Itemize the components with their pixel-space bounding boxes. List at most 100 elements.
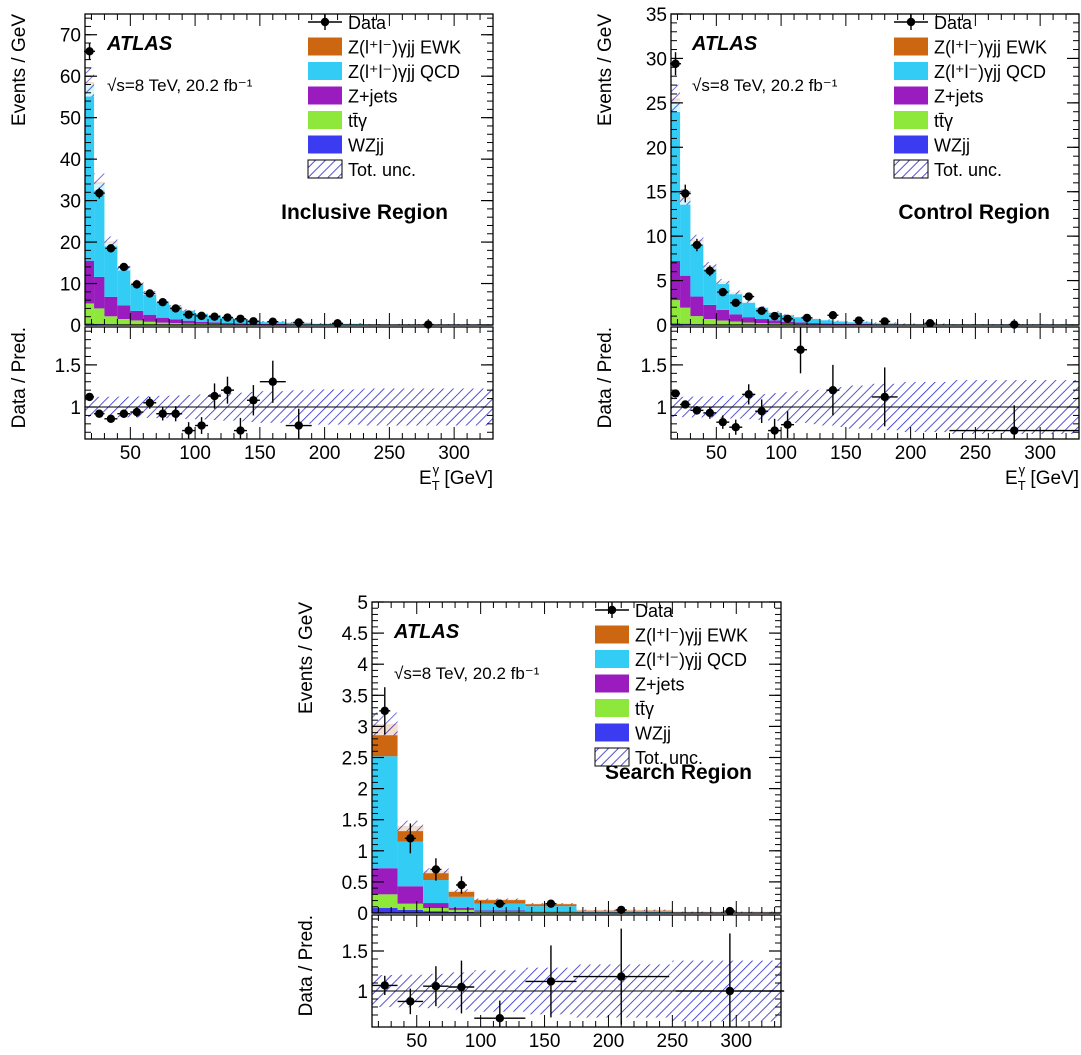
x-tick-label: 250	[960, 443, 992, 464]
x-tick-label: 300	[720, 1031, 752, 1052]
experiment-label: ATLAS	[106, 33, 173, 55]
data-point	[249, 317, 258, 326]
histogram-bar	[680, 199, 691, 276]
histogram-bar	[680, 307, 691, 324]
legend-label: Tot. unc.	[348, 160, 416, 180]
histogram-bar	[690, 316, 704, 325]
y-axis-title: Events / GeV	[296, 602, 317, 714]
x-axis-title: ETγ [GeV]	[707, 1050, 781, 1055]
chart-panel-0: 0 10 20 30 40 50 60 70 Events / GeV ATLAS √s=8 TeV…	[9, 13, 494, 493]
ratio-y-tick-label: 1.5	[55, 356, 81, 377]
legend-label: Data	[934, 13, 973, 33]
ratio-point	[796, 345, 805, 354]
ratio-plot-frame	[84, 326, 494, 440]
histogram-bar	[690, 296, 704, 317]
histogram-bar	[742, 317, 756, 323]
data-point	[119, 262, 129, 272]
data-point	[802, 313, 812, 323]
uncertainty-band	[819, 319, 833, 321]
y-axis-title: Events / GeV	[9, 14, 30, 126]
x-axis-title: ETγ [GeV]	[419, 462, 493, 493]
y-tick-label: 0	[70, 316, 81, 337]
y-tick-label: 30	[60, 192, 81, 213]
uncertainty-band	[94, 173, 105, 191]
ratio-point	[380, 981, 389, 990]
uncertainty-band	[794, 316, 807, 318]
legend-label: Z(l⁺l⁻)γjj QCD	[348, 62, 460, 82]
histogram-bar	[372, 756, 398, 869]
histogram-bar	[742, 322, 756, 325]
histogram-bar	[423, 880, 449, 904]
ratio-point	[495, 1014, 505, 1023]
data-point	[725, 906, 735, 916]
histogram-bar	[671, 323, 681, 325]
histogram-bar	[156, 301, 170, 318]
legend-swatch	[308, 37, 342, 56]
x-tick-label: 200	[309, 443, 341, 464]
data-point	[95, 188, 104, 198]
uncertainty-band	[729, 290, 743, 295]
histogram-bar	[221, 323, 234, 325]
legend-swatch	[594, 747, 630, 767]
data-point	[223, 313, 232, 322]
x-tick-label: 300	[438, 443, 470, 464]
data-point	[692, 240, 702, 250]
histogram-bar	[690, 241, 704, 297]
legend: Data Z(l⁺l⁻)γjj EWK Z(l⁺l⁻)γjj QCD Z+jets tt…	[594, 601, 748, 768]
legend-swatch	[894, 111, 928, 129]
uncertainty-band	[104, 236, 118, 247]
legend: Data Z(l⁺l⁻)γjj EWK Z(l⁺l⁻)γjj QCD Z+jets tt…	[893, 13, 1047, 180]
y-tick-label: 20	[60, 233, 81, 254]
legend-swatch	[308, 135, 342, 154]
histogram-bar	[117, 267, 131, 306]
ratio-y-axis-title: Data / Pred.	[595, 327, 616, 428]
histogram-bar	[716, 309, 730, 321]
histogram-bar	[448, 896, 475, 909]
ratio-point	[770, 426, 779, 435]
legend-label: WZjj	[635, 724, 671, 744]
histogram-bar	[423, 903, 449, 909]
histogram-bar	[233, 323, 247, 325]
ratio-point	[268, 377, 278, 386]
histogram-bar	[143, 314, 157, 322]
histogram-bar	[680, 323, 691, 325]
legend-swatch	[308, 111, 342, 129]
data-point	[757, 306, 766, 315]
histogram-bar	[169, 323, 183, 325]
legend-label: tt̄γ	[635, 699, 654, 719]
y-tick-label: 25	[646, 94, 667, 115]
ratio-point	[294, 421, 303, 430]
legend-label: Data	[635, 601, 674, 621]
y-tick-label: 1	[357, 842, 368, 863]
uncertainty-band	[474, 898, 526, 901]
data-point	[457, 880, 466, 890]
y-tick-label: 10	[646, 227, 667, 248]
histogram-bar	[117, 305, 131, 319]
data-point	[158, 297, 167, 307]
data-point	[106, 244, 116, 253]
legend-swatch	[307, 159, 343, 179]
data-point	[705, 266, 715, 275]
histogram-bar	[208, 322, 221, 325]
legend-swatch	[893, 159, 929, 179]
uncertainty-band	[832, 320, 846, 322]
ratio-y-tick-label: 1.5	[641, 356, 667, 377]
ratio-point	[85, 392, 94, 402]
histogram-bar	[372, 908, 398, 913]
ratio-point	[692, 406, 702, 415]
histogram-bar	[94, 276, 105, 309]
legend-label: Z+jets	[348, 87, 398, 107]
legend-label: Z(l⁺l⁻)γjj EWK	[635, 626, 748, 646]
legend-label: Data	[348, 13, 387, 33]
ratio-point	[718, 417, 728, 427]
histogram-bar	[794, 322, 807, 325]
x-tick-label: 100	[465, 1031, 497, 1052]
ratio-plot-frame	[371, 914, 782, 1028]
histogram-bar	[832, 323, 846, 325]
histogram-bar	[474, 910, 526, 912]
histogram-bar	[130, 310, 144, 321]
histogram-bar	[832, 321, 846, 324]
legend-swatch	[894, 62, 928, 80]
histogram-bar	[525, 906, 577, 912]
y-tick-label: 20	[646, 138, 667, 159]
